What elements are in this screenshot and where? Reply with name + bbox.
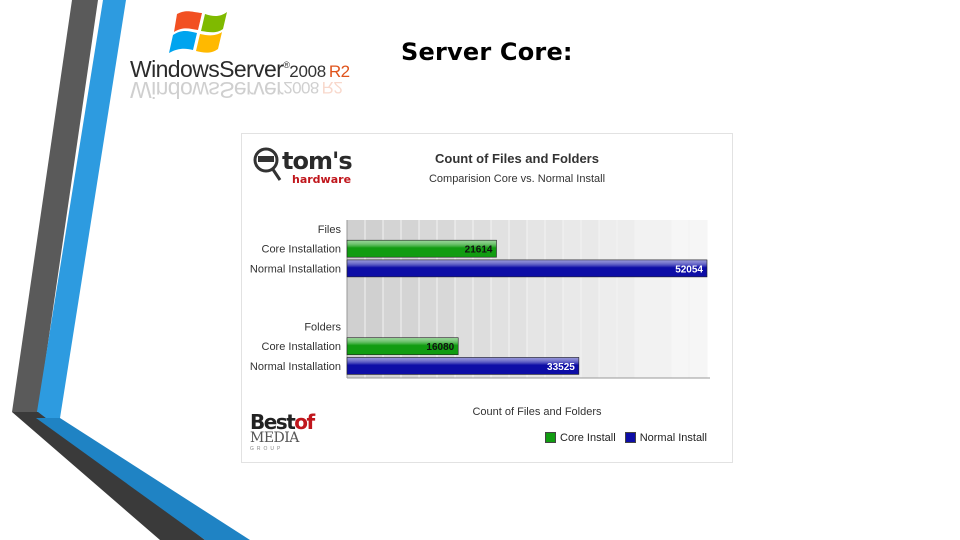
data-label: 33525 — [547, 362, 575, 373]
best-of-text: Bestof — [250, 410, 315, 434]
windows-server-logo: WindowsServer®2008 R2 WindowsServer2008 R2 — [130, 8, 360, 103]
x-axis-title: Count of Files and Folders — [472, 406, 602, 418]
logo-version: 2008 — [289, 62, 326, 81]
category-label: Normal Installation — [250, 263, 341, 275]
best-of-media-logo: Bestof MEDIA GROUP — [250, 410, 315, 458]
data-label: 52054 — [675, 264, 703, 275]
chart-title: Count of Files and Folders — [435, 151, 599, 166]
logo-trademark: ® — [283, 60, 290, 70]
wrench-icon — [253, 147, 282, 181]
hardware-logo-text: hardware — [292, 173, 352, 186]
bar-outline — [346, 337, 459, 356]
group-label: Files — [318, 224, 342, 236]
stripe-gray — [12, 0, 98, 412]
category-label: Core Installation — [262, 244, 342, 256]
logo-brand: WindowsServer — [130, 56, 284, 82]
toms-logo-text: tom's — [282, 147, 353, 175]
stripe-blue — [36, 0, 126, 418]
category-label: Core Installation — [262, 341, 342, 353]
media-text: MEDIA — [250, 430, 299, 446]
data-label: 16080 — [426, 342, 454, 353]
data-label: 21614 — [465, 245, 493, 256]
bar-outline — [346, 239, 497, 258]
legend-item-normal: Normal Install — [624, 432, 707, 444]
chart-frame: tom's hardware Count of Files and Folder… — [241, 133, 733, 463]
group-text: GROUP — [250, 446, 284, 452]
stripe-dark — [12, 412, 205, 540]
category-label: Normal Installation — [250, 361, 341, 373]
windows-flag-icon — [169, 11, 227, 53]
bar-outline — [346, 357, 580, 375]
legend-item-core: Core Install — [545, 432, 616, 444]
legend-label-normal: Normal Install — [639, 432, 707, 444]
logo-text: WindowsServer®2008 R2 — [130, 56, 350, 83]
bar-plot: Files Core Installation 21614 Normal Instal… — [250, 220, 710, 379]
chart-legend: Core Install Normal Install — [545, 432, 713, 444]
bar-outline — [346, 259, 708, 278]
legend-swatch-normal — [624, 432, 636, 443]
chart-subtitle: Comparision Core vs. Normal Install — [428, 173, 606, 185]
stripe-blue-lower — [36, 418, 250, 540]
legend-swatch-core — [545, 432, 556, 443]
logo-reflection: WindowsServer2008 R2 — [130, 77, 343, 103]
legend-label-core: Core Install — [560, 432, 616, 444]
slide-title: Server Core: — [401, 38, 573, 66]
group-label: Folders — [304, 322, 341, 334]
logo-release: R2 — [328, 62, 350, 81]
